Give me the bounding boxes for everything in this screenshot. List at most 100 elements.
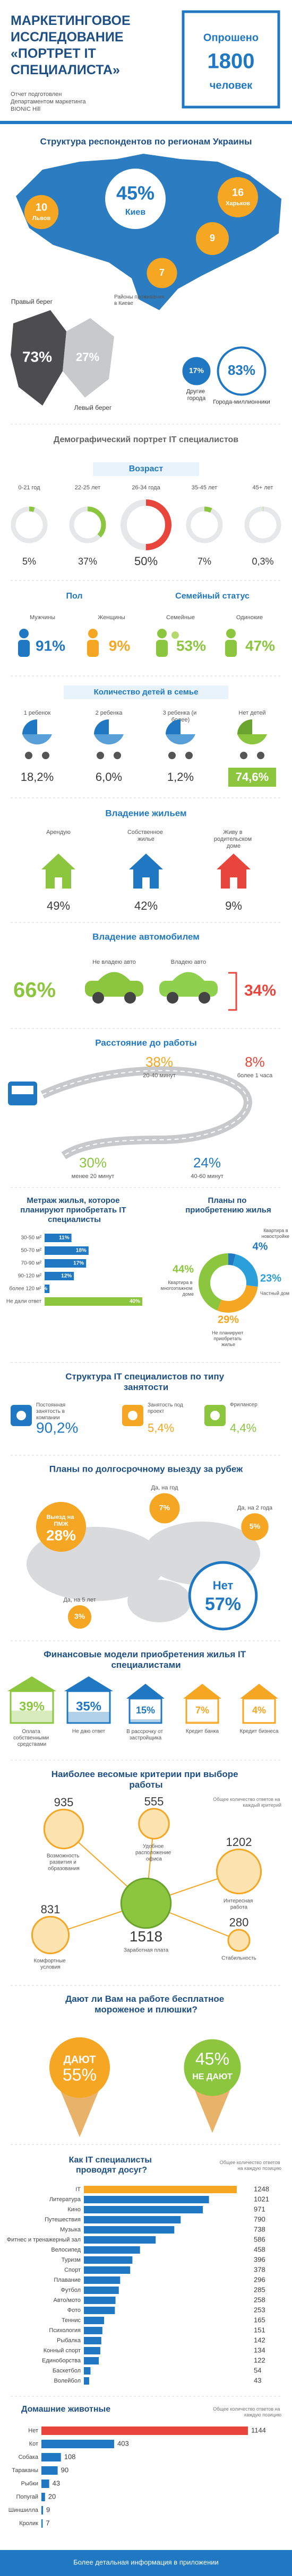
leisure-bar: [84, 2357, 99, 2364]
pets-value: 90: [61, 2466, 68, 2474]
subtitle-bar: [64, 685, 228, 699]
leisure-bar: [84, 2216, 181, 2223]
person-body: [18, 640, 30, 657]
house-door: [230, 877, 237, 889]
city-bubble: [147, 258, 177, 288]
person-head: [171, 631, 179, 639]
metrage-value: 2%: [40, 1286, 48, 1292]
section-title: Финансовые модели приобретения жилья IT …: [44, 1649, 248, 1670]
gender-value: 9%: [109, 637, 131, 654]
metrage-value: 18%: [76, 1248, 87, 1254]
label: 45+ лет: [253, 485, 273, 491]
car-value: 66%: [13, 979, 56, 1002]
label: Конный спорт: [44, 2348, 81, 2354]
house-fill: [186, 1721, 218, 1723]
city-bubble: [196, 222, 229, 255]
plans-value: 23%: [260, 1272, 281, 1284]
abroad-bubble: [188, 1561, 258, 1631]
leisure-bar: [84, 2317, 105, 2324]
metrage-bar: [45, 1259, 87, 1268]
survey-box: [182, 10, 280, 109]
section-title: Планы по долгосрочному выезду за рубеж: [49, 1464, 243, 1474]
plans-value: 4%: [253, 1241, 268, 1252]
house-roof: [7, 1676, 56, 1691]
gender-value: 91%: [36, 637, 65, 654]
criteria-bubble: [43, 1808, 84, 1850]
car-top: [97, 972, 131, 982]
ukraine-map: [16, 154, 281, 310]
section-title: Планы по приобретению жилья: [185, 1196, 271, 1215]
housing-value: 9%: [225, 899, 242, 912]
ring-segment: [199, 1253, 258, 1313]
bank-value: 27%: [76, 350, 99, 364]
house-outline: [10, 1690, 54, 1724]
distance-value: 30%: [79, 1155, 107, 1171]
leisure-bar: [84, 2287, 119, 2294]
leisure-bar: [84, 2246, 140, 2254]
pets-bar: [41, 2493, 45, 2501]
main-title: МАРКЕТИНГОВОЕ ИССЛЕДОВАНИЕ «ПОРТРЕТ IT С…: [11, 13, 134, 77]
wheel: [167, 992, 178, 1004]
ring-segment: [121, 499, 171, 550]
metrage-bar: [45, 1272, 74, 1280]
metrage-bar: [45, 1234, 72, 1242]
survey-count: 1800: [208, 50, 255, 73]
car-value: 34%: [244, 982, 276, 999]
label: менее 20 минут: [72, 1173, 115, 1180]
label: более 1 часа: [237, 1072, 273, 1079]
pets-bar: [41, 2426, 248, 2435]
house-roof: [240, 1684, 278, 1699]
employment-value: 5,4%: [148, 1421, 174, 1435]
house-outline: [128, 1698, 162, 1724]
employment-icon-dot: [128, 1411, 138, 1420]
metrage-value: 12%: [61, 1273, 72, 1279]
label: Выезд на ПМЖ: [47, 1514, 76, 1527]
metrage-value: 17%: [73, 1261, 84, 1267]
highlight: [228, 768, 276, 787]
leisure-value: 1021: [254, 2195, 269, 2203]
employment-value: 90,2%: [36, 1419, 78, 1436]
finance-value: 7%: [195, 1705, 209, 1716]
leisure-bar: [84, 2186, 237, 2193]
criteria-bubble: [216, 1848, 262, 1895]
label: Шиншилла: [8, 2507, 39, 2513]
criteria-value: 831: [41, 1903, 61, 1916]
kyiv-right-bank: [11, 310, 66, 406]
label: ДАЮТ: [63, 2054, 96, 2065]
stroller: [94, 734, 124, 745]
housing-value: 49%: [47, 899, 70, 912]
city-name: Киев: [125, 208, 146, 217]
wheel: [240, 752, 247, 759]
leisure-value: 122: [254, 2356, 265, 2364]
label: Города-миллионники: [213, 399, 270, 405]
label: Велосипед: [51, 2247, 81, 2253]
label: Частный дом: [260, 1290, 289, 1296]
city-name: Львов: [32, 215, 51, 222]
label: Кот: [29, 2441, 38, 2447]
pets-value: 1144: [251, 2426, 266, 2434]
abroad-value: 57%: [205, 1594, 241, 1614]
leisure-value: 258: [254, 2296, 265, 2304]
label: Мужчины: [30, 614, 55, 621]
house-roof: [41, 854, 75, 869]
ring-segment: [69, 506, 106, 543]
ring-segment: [244, 506, 281, 543]
wheel: [185, 752, 193, 759]
label: 26-34 года: [132, 485, 160, 491]
pets-bar: [41, 2440, 115, 2448]
criteria-bubble: [227, 1929, 251, 1952]
label: Музыка: [60, 2227, 81, 2233]
ring-segment: [199, 1253, 258, 1313]
label: Комфортные условия: [33, 1957, 67, 1970]
leisure-bar: [84, 2236, 156, 2244]
stroller-hood: [94, 719, 109, 734]
label: Опрошено: [203, 32, 259, 43]
employment-icon-dot: [210, 1411, 220, 1420]
wheel: [168, 752, 176, 759]
criteria-value: 555: [144, 1795, 164, 1808]
label: Общее количество ответов на каждую позиц…: [213, 2406, 281, 2417]
criteria-value: 935: [54, 1796, 74, 1809]
bank-value: 73%: [22, 348, 52, 365]
leisure-value: 151: [254, 2326, 265, 2334]
